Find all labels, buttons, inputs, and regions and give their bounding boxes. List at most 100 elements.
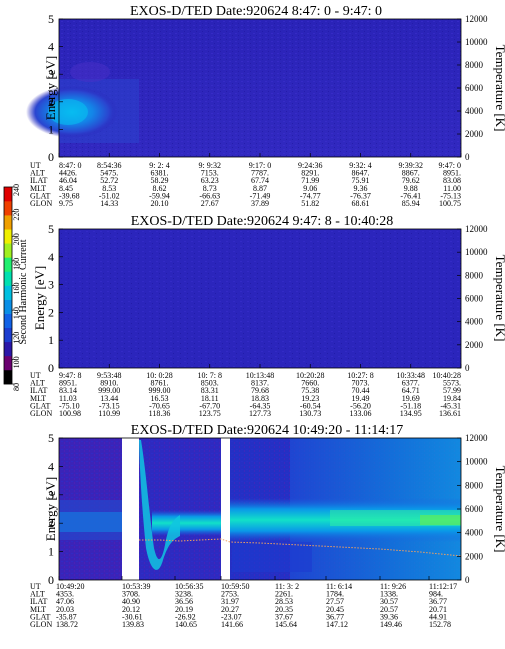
table-cell: 2753. [221, 590, 239, 599]
panel-3-y2tick-label: 2000 [465, 551, 484, 561]
table-cell: 31.97 [221, 597, 239, 606]
colorbar-cell [4, 285, 12, 300]
table-cell: -70.65 [149, 401, 170, 410]
table-cell: 9.36 [354, 184, 368, 193]
table-cell: 40.90 [122, 597, 140, 606]
panel-1-y2tick-label: 8000 [465, 60, 484, 70]
table-cell: 8951. [443, 169, 461, 178]
table-cell: 9:53:48 [97, 371, 121, 380]
table-cell: 7153. [201, 169, 219, 178]
panel-2: EXOS-D/TED Date:920624 9:47: 8 - 10:40:2… [30, 214, 505, 418]
table-cell: 46.04 [59, 176, 77, 185]
table-cell: 10:56:35 [175, 582, 203, 591]
panel-3-ytick-label: 1 [48, 545, 54, 559]
table-cell: 10:53:39 [122, 582, 150, 591]
panel-2-ytick-label: 1 [48, 333, 54, 347]
panel-1-ytick-label: 5 [48, 12, 54, 26]
colorbar-tick-label: 120 [12, 332, 21, 344]
table-cell: 19.49 [352, 394, 370, 403]
colorbar-tick-label: 180 [12, 258, 21, 270]
table-cell: 10:49:20 [56, 582, 84, 591]
row-label: ILAT [30, 386, 47, 395]
table-cell: 8503. [201, 379, 219, 388]
panel-3-y2label: Temperature [K] [493, 466, 505, 553]
panel-2-ylabel: Energy [eV] [32, 266, 47, 330]
table-cell: -73.15 [99, 401, 120, 410]
row-label: MLT [30, 394, 46, 403]
colorbar-cell [4, 327, 12, 343]
table-cell: 20.27 [221, 605, 239, 614]
panel-3-heatmap [59, 438, 462, 580]
table-cell: 3238. [175, 590, 193, 599]
table-cell: 139.83 [122, 620, 144, 629]
table-cell: -67.70 [199, 401, 220, 410]
table-cell: -76.41 [400, 191, 421, 200]
table-cell: 127.73 [249, 409, 271, 418]
table-cell: 20.35 [275, 605, 293, 614]
row-label: ALT [30, 169, 45, 178]
table-cell: 8.73 [203, 184, 217, 193]
table-cell: 30.57 [380, 597, 398, 606]
colorbar-label: Second Harmonic Current [18, 239, 29, 344]
table-cell: 4426. [59, 169, 77, 178]
table-cell: 984. [429, 590, 443, 599]
table-cell: -23.07 [221, 612, 242, 621]
table-cell: 6377. [402, 379, 420, 388]
table-cell: -56.20 [350, 401, 371, 410]
table-cell: 20.03 [56, 605, 74, 614]
table-cell: 9:32: 4 [349, 161, 371, 170]
table-cell: 9:39:32 [399, 161, 423, 170]
table-cell: 9:47: 8 [59, 371, 81, 380]
table-cell: 1338. [380, 590, 398, 599]
panel-2-ytick-label: 3 [48, 278, 54, 292]
panel-1-y2tick-label: 0 [465, 152, 470, 162]
table-cell: 11: 9:26 [380, 582, 406, 591]
panel-1-ytick-label: 1 [48, 122, 54, 136]
table-cell: -74.77 [300, 191, 321, 200]
colorbar-cell [4, 271, 12, 286]
colorbar-cell [4, 341, 12, 357]
table-cell: 79.68 [251, 386, 269, 395]
colorbar: 80 100 120 140 160 180 200 220 240 Second Harmon… [3, 184, 29, 391]
table-cell: 64.71 [402, 386, 420, 395]
row-label: GLON [30, 409, 52, 418]
table-cell: 10:20:28 [296, 371, 324, 380]
table-cell: 7073. [352, 379, 370, 388]
table-cell: -30.61 [122, 612, 143, 621]
table-cell: 11: 6:14 [326, 582, 352, 591]
table-cell: 28.53 [275, 597, 293, 606]
table-cell: 8910. [100, 379, 118, 388]
table-cell: 7660. [301, 379, 319, 388]
table-cell: 27.67 [201, 199, 219, 208]
table-cell: 19.69 [402, 394, 420, 403]
panel-1-title: EXOS-D/TED Date:920624 8:47: 0 - 9:47: 0 [130, 4, 382, 19]
table-cell: 8291. [301, 169, 319, 178]
table-cell: 67.74 [251, 176, 269, 185]
colorbar-tick-label: 240 [12, 184, 21, 196]
colorbar-cell [4, 299, 12, 314]
table-cell: 9.75 [59, 199, 73, 208]
table-cell: -64.35 [250, 401, 271, 410]
table-cell: 8867. [402, 169, 420, 178]
table-cell: 9.88 [404, 184, 418, 193]
panel-2-y2tick-label: 6000 [465, 294, 484, 304]
panel-3: EXOS-D/TED Date:920624 10:49:20 - 11:14:… [30, 423, 505, 629]
colorbar-cell [4, 257, 12, 272]
panel-2-heatmap [59, 229, 461, 368]
table-cell: -75.10 [59, 401, 80, 410]
table-cell: 20.71 [429, 605, 447, 614]
table-cell: 19.84 [443, 394, 461, 403]
table-cell: 39.36 [380, 612, 398, 621]
table-cell: 7787. [251, 169, 269, 178]
colorbar-cell [4, 201, 12, 216]
table-cell: 8:54:36 [97, 161, 121, 170]
table-cell: 999.00 [98, 386, 120, 395]
panel-1-ytick-label: 3 [48, 67, 54, 81]
table-cell: 10:13:48 [246, 371, 274, 380]
panel-2-y2tick-label: 12000 [465, 224, 488, 234]
table-cell: 63.23 [201, 176, 219, 185]
table-cell: 71.99 [301, 176, 319, 185]
table-cell: -71.49 [250, 191, 271, 200]
table-cell: 140.65 [175, 620, 197, 629]
